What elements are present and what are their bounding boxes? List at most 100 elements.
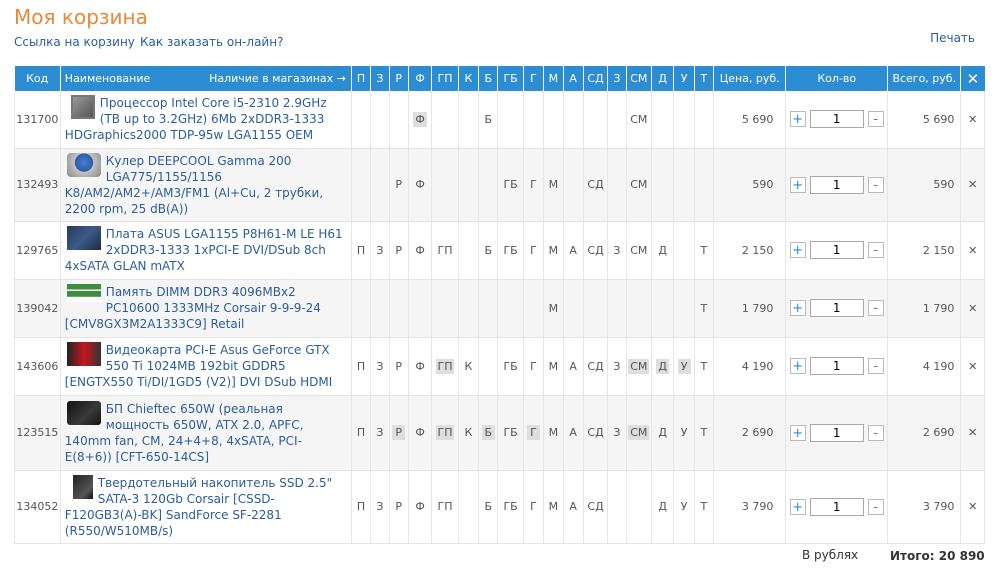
qty-input[interactable] bbox=[809, 241, 864, 259]
qty-decrease-button[interactable]: - bbox=[867, 424, 884, 441]
cooler-icon[interactable] bbox=[66, 152, 101, 177]
remove-item-icon[interactable]: ✕ bbox=[960, 395, 985, 471]
qty-increase-button[interactable]: + bbox=[789, 111, 806, 128]
remove-item-icon[interactable]: ✕ bbox=[960, 91, 985, 149]
qty-increase-button[interactable]: + bbox=[789, 424, 806, 441]
store-availability: Г bbox=[523, 395, 545, 471]
store-availability bbox=[351, 91, 372, 149]
product-link[interactable]: Процессор Intel Core i5-2310 2.9GHz (TB … bbox=[64, 96, 327, 143]
psu-icon[interactable] bbox=[66, 400, 101, 425]
qty-decrease-button[interactable]: - bbox=[867, 242, 884, 258]
cpu-icon[interactable] bbox=[70, 95, 95, 120]
qty-input[interactable] bbox=[809, 423, 864, 442]
store-mark: ГП bbox=[435, 425, 455, 440]
qty-input[interactable] bbox=[809, 357, 864, 375]
qty-increase-button[interactable]: + bbox=[789, 498, 806, 515]
row-total: 3 790 bbox=[887, 470, 962, 544]
store-availability: Р bbox=[389, 470, 409, 544]
store-availability bbox=[626, 470, 653, 544]
store-mark bbox=[567, 310, 580, 312]
header-price[interactable]: Цена, руб. bbox=[713, 66, 787, 91]
qty-increase-button[interactable]: + bbox=[789, 300, 806, 316]
store-availability: СМ bbox=[626, 148, 653, 222]
ssd-icon[interactable] bbox=[72, 474, 93, 499]
store-availability: СМ bbox=[626, 221, 653, 280]
qty-decrease-button[interactable]: - bbox=[867, 358, 884, 374]
store-mark: Р bbox=[395, 359, 402, 373]
remove-item-icon[interactable]: ✕ bbox=[960, 470, 985, 544]
store-mark: З bbox=[613, 426, 621, 439]
qty-decrease-button[interactable]: - bbox=[867, 300, 884, 316]
how-to-order-link[interactable]: Как заказать он-лайн? bbox=[140, 35, 284, 49]
store-availability bbox=[523, 279, 545, 338]
qty-input[interactable] bbox=[809, 299, 864, 317]
header-name[interactable]: Наличие в магазинах → Наименование bbox=[60, 66, 352, 91]
store-availability: ГП bbox=[431, 221, 459, 280]
cart-link[interactable]: Ссылка на корзину bbox=[14, 35, 135, 49]
store-mark: ГБ bbox=[503, 178, 518, 191]
qty-decrease-button[interactable]: - bbox=[867, 498, 884, 515]
remove-item-icon[interactable]: ✕ bbox=[960, 148, 985, 222]
store-mark: К bbox=[464, 426, 473, 439]
product-link[interactable]: Твердотельный накопитель SSD 2.5" SATA-3… bbox=[64, 475, 333, 538]
qty-increase-button[interactable]: + bbox=[789, 176, 806, 193]
videocard-icon[interactable] bbox=[66, 342, 101, 366]
motherboard-icon[interactable] bbox=[66, 226, 101, 250]
store-availability: А bbox=[563, 470, 584, 544]
qty-input[interactable] bbox=[809, 175, 864, 194]
product-link[interactable]: Видеокарта PCI-E Asus GeForce GTX 550 Ti… bbox=[64, 343, 333, 389]
memory-icon[interactable] bbox=[66, 284, 101, 302]
qty-increase-button[interactable]: + bbox=[789, 242, 806, 258]
qty-input[interactable] bbox=[809, 110, 864, 129]
store-mark: Р bbox=[395, 178, 402, 191]
qty-decrease-button[interactable]: - bbox=[867, 111, 884, 128]
store-mark bbox=[504, 121, 517, 123]
product-link[interactable]: Плата ASUS LGA1155 P8H61-M LE H61 2xDDR3… bbox=[64, 227, 343, 273]
header-store: А bbox=[563, 66, 584, 91]
product-link[interactable]: Память DIMM DDR3 4096MBx2 PC10600 1333MH… bbox=[64, 285, 321, 331]
store-mark: СД bbox=[587, 359, 604, 373]
store-availability bbox=[626, 279, 653, 338]
remove-all-icon[interactable]: ✕ bbox=[960, 66, 985, 91]
print-link[interactable]: Печать bbox=[930, 31, 975, 45]
store-availability: У bbox=[673, 395, 695, 471]
store-availability: Д bbox=[651, 221, 675, 280]
store-mark bbox=[504, 310, 517, 312]
store-mark: М bbox=[548, 426, 559, 439]
store-mark bbox=[632, 310, 645, 312]
store-mark: СМ bbox=[630, 112, 648, 126]
store-mark bbox=[610, 310, 623, 312]
store-availability bbox=[408, 279, 433, 338]
product-link[interactable]: Кулер DEEPCOOL Gamma 200 LGA775/1155/115… bbox=[64, 153, 324, 216]
remove-item-icon[interactable]: ✕ bbox=[960, 337, 985, 396]
store-mark: СМ bbox=[630, 178, 648, 191]
qty-input[interactable] bbox=[809, 497, 864, 516]
store-mark: З bbox=[376, 359, 384, 373]
page-title: Моя корзина bbox=[14, 5, 148, 29]
qty-increase-button[interactable]: + bbox=[789, 358, 806, 374]
store-availability bbox=[351, 279, 372, 338]
store-availability bbox=[458, 470, 480, 544]
store-availability: Г bbox=[523, 337, 545, 396]
header-code[interactable]: Код bbox=[14, 66, 61, 91]
store-availability: Б bbox=[478, 221, 499, 280]
store-availability bbox=[431, 148, 459, 222]
remove-item-icon[interactable]: ✕ bbox=[960, 221, 985, 280]
row-total: 2 150 bbox=[887, 221, 962, 280]
store-availability: П bbox=[351, 395, 372, 471]
header-total[interactable]: Всего, руб. bbox=[887, 66, 962, 91]
remove-item-icon[interactable]: ✕ bbox=[960, 279, 985, 338]
store-mark: Б bbox=[484, 243, 492, 257]
product-link[interactable]: БП Chieftec 650W (реальная мощность 650W… bbox=[64, 401, 304, 464]
header-store: ГП bbox=[431, 66, 459, 91]
store-availability: ГП bbox=[431, 395, 459, 471]
quantity-stepper: +- bbox=[785, 148, 889, 222]
store-mark bbox=[462, 121, 475, 123]
store-mark bbox=[589, 310, 602, 312]
qty-decrease-button[interactable]: - bbox=[867, 176, 884, 193]
store-mark: П bbox=[356, 359, 366, 373]
store-availability: М bbox=[543, 470, 564, 544]
store-mark: СМ bbox=[628, 358, 650, 374]
store-availability bbox=[389, 91, 409, 149]
store-mark bbox=[462, 508, 475, 510]
